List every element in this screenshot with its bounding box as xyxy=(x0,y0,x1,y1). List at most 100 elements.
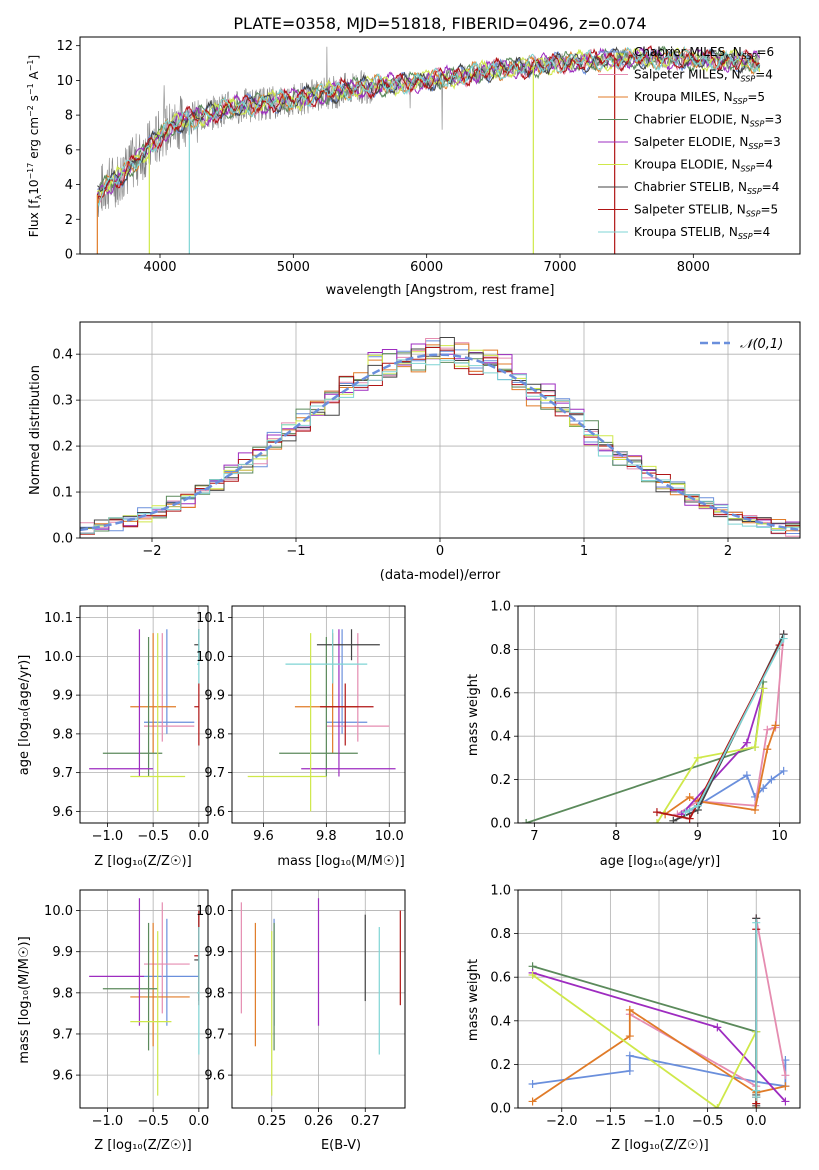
age-vs-Z-ytick-label: 9.9 xyxy=(52,689,73,704)
weight-vs-age-panel: 7 8 9 10 0.0 0.2 0.4 0.6 0.8 1.0 xyxy=(490,600,801,844)
massZ-xlabel: Z [log₁₀(Z/Z☉)] xyxy=(94,1138,191,1153)
weight-marker xyxy=(681,808,690,817)
mass-vs-Z-ytick-label: 9.8 xyxy=(52,986,73,1001)
weight-marker xyxy=(522,819,531,823)
weight-vs-Z-xtick-label: −1.5 xyxy=(595,1114,627,1129)
weight-vs-age-ytick-label: 0.0 xyxy=(490,817,511,832)
ageMass-xlabel: mass [log₁₀(M/M☉)] xyxy=(277,854,404,869)
weight-line-chabrier-miles xyxy=(532,1054,787,1088)
spectrum-xtick-label: 4000 xyxy=(143,260,176,275)
spectrum-model-salpeter-stelib xyxy=(96,45,760,200)
legend-label-salpeter-stelib: Salpeter STELIB, NSSP=5 xyxy=(634,203,778,219)
weight-marker xyxy=(779,634,788,643)
age-vs-Z-panel: −1.0 −0.5 0.0 9.6 9.7 9.8 9.9 10.0 10.1 xyxy=(44,605,209,844)
spectrum-model-kroupa-stelib xyxy=(97,45,761,208)
residuals-xtick-label: 1 xyxy=(580,544,588,559)
residuals-xtick-label: 0 xyxy=(436,544,444,559)
spectrum-ytick-label: 6 xyxy=(65,143,73,158)
ageZ-xlabel: Z [log₁₀(Z/Z☉)] xyxy=(94,854,191,869)
weight-marker xyxy=(763,745,772,754)
weight-marker xyxy=(751,743,760,752)
weight-vs-age-xtick-label: 8 xyxy=(612,829,620,844)
spectrum-model-salpeter-elodie xyxy=(96,47,760,196)
spectrum-ytick-label: 10 xyxy=(56,74,73,89)
mass-vs-ebv-xtick-label: 0.25 xyxy=(257,1114,286,1129)
histogram-salpeter-stelib xyxy=(80,347,800,535)
age-vs-Z-ytick-label: 9.8 xyxy=(52,727,73,742)
legend-label-salpeter-elodie: Salpeter ELODIE, NSSP=3 xyxy=(634,135,781,151)
weight-marker xyxy=(781,1071,790,1080)
residuals-ytick-label: 0.1 xyxy=(52,486,73,501)
weight-vs-Z-xtick-label: 0.0 xyxy=(746,1114,767,1129)
age-vs-mass-ytick-label: 10.0 xyxy=(196,650,225,665)
mass-vs-ebv-ytick-label: 9.7 xyxy=(204,1027,225,1042)
residuals-ytick-label: 0.3 xyxy=(52,394,73,409)
age-vs-Z-ytick-label: 10.1 xyxy=(44,611,73,626)
weight-vs-age-frame xyxy=(517,605,801,824)
age-vs-mass-ytick-label: 9.8 xyxy=(204,727,225,742)
weight-marker xyxy=(693,801,702,810)
weight-vs-age-xtick-label: 7 xyxy=(530,829,538,844)
weight-vs-Z-ytick-label: 0.8 xyxy=(490,927,511,942)
weightAge-xlabel: age [log₁₀(age/yr)] xyxy=(600,854,721,869)
spectrum-ytick-label: 8 xyxy=(65,109,73,124)
age-vs-Z-xtick-label: −1.0 xyxy=(92,829,124,844)
spectrum-ytick-label: 4 xyxy=(65,178,73,193)
age-vs-mass-panel: 9.6 9.8 10.0 9.6 9.7 9.8 9.9 10.0 10.1 xyxy=(196,605,406,844)
weight-line-salpeter-miles xyxy=(676,634,785,816)
legend-label-kroupa-elodie: Kroupa ELODIE, NSSP=4 xyxy=(634,158,773,174)
legend-label-chabrier-stelib: Chabrier STELIB, NSSP=4 xyxy=(634,180,779,196)
spectrum-model-kroupa-elodie xyxy=(96,47,761,195)
weight-marker xyxy=(528,1097,537,1106)
age-vs-Z-plot-area xyxy=(89,629,200,812)
weight-marker xyxy=(528,1080,537,1089)
weight-marker xyxy=(763,725,772,734)
mass-vs-Z-xtick-label: 0.0 xyxy=(189,1114,210,1129)
legend-label-chabrier-miles: Chabrier MILES, NSSP=6 xyxy=(634,45,774,61)
age-vs-Z-xtick-label: −0.5 xyxy=(137,829,169,844)
weight-vs-Z-ytick-label: 0.0 xyxy=(490,1102,511,1117)
spectrum-xtick-label: 6000 xyxy=(410,260,443,275)
age-vs-mass-ytick-label: 10.1 xyxy=(196,611,225,626)
residuals-xtick-label: 2 xyxy=(724,544,732,559)
residuals-ytick-label: 0.0 xyxy=(52,532,73,547)
weight-marker xyxy=(685,792,694,801)
weight-marker xyxy=(669,816,678,823)
spectrum-ytick-label: 2 xyxy=(65,213,73,228)
mass-vs-ebv-plot-area xyxy=(240,898,401,1096)
weight-vs-age-ytick-label: 0.4 xyxy=(490,730,511,745)
age-vs-mass-xtick-label: 9.6 xyxy=(253,829,274,844)
mass-vs-ebv-frame xyxy=(231,889,406,1109)
weight-vs-Z-xtick-label: −1.0 xyxy=(643,1114,675,1129)
spectrum-plot-area xyxy=(96,45,761,254)
weight-marker xyxy=(713,1104,722,1108)
weight-vs-age-ytick-label: 0.2 xyxy=(490,773,511,788)
massZ-ylabel: mass [log₁₀(M/M☉)] xyxy=(17,936,32,1063)
spectrum-model-chabrier-stelib xyxy=(97,46,761,193)
mass-vs-ebv-xtick-label: 0.27 xyxy=(351,1114,380,1129)
weight-line-kroupa-elodie xyxy=(532,974,758,1108)
residuals-xlabel: (data-model)/error xyxy=(380,568,501,583)
legend-label-kroupa-stelib: Kroupa STELIB, NSSP=4 xyxy=(634,225,770,241)
mass-vs-Z-ytick-label: 9.7 xyxy=(52,1027,73,1042)
mass-vs-ebv-ytick-label: 10.0 xyxy=(196,904,225,919)
residuals-xtick-label: −2 xyxy=(142,544,161,559)
age-vs-mass-ytick-label: 9.7 xyxy=(204,766,225,781)
weight-vs-Z-ytick-label: 0.4 xyxy=(490,1014,511,1029)
weight-marker xyxy=(652,808,661,817)
weight-line-chabrier-elodie xyxy=(532,965,758,1108)
age-vs-mass-plot-area xyxy=(247,629,396,812)
weight-vs-age-ytick-label: 1.0 xyxy=(490,600,511,615)
mass-vs-ebv-xtick-label: 0.26 xyxy=(304,1114,333,1129)
legend-label-chabrier-elodie: Chabrier ELODIE, NSSP=3 xyxy=(634,113,782,129)
weight-marker xyxy=(767,775,776,784)
mass-vs-Z-xtick-label: −0.5 xyxy=(137,1114,169,1129)
weight-marker xyxy=(625,1032,634,1041)
spectrum-panel: 4000 5000 6000 7000 8000 0 2 4 6 8 10 12 Chabrier MI… xyxy=(56,36,801,275)
figure-title: PLATE=0358, MJD=51818, FIBERID=0496, z=0… xyxy=(233,14,646,33)
weightZ-ylabel: mass weight xyxy=(466,959,481,1041)
weight-line-kroupa-miles xyxy=(664,725,777,816)
mass-vs-ebv-panel: 0.25 0.26 0.27 9.6 9.7 9.8 9.9 10.0 xyxy=(196,889,406,1129)
weight-marker xyxy=(528,971,537,980)
